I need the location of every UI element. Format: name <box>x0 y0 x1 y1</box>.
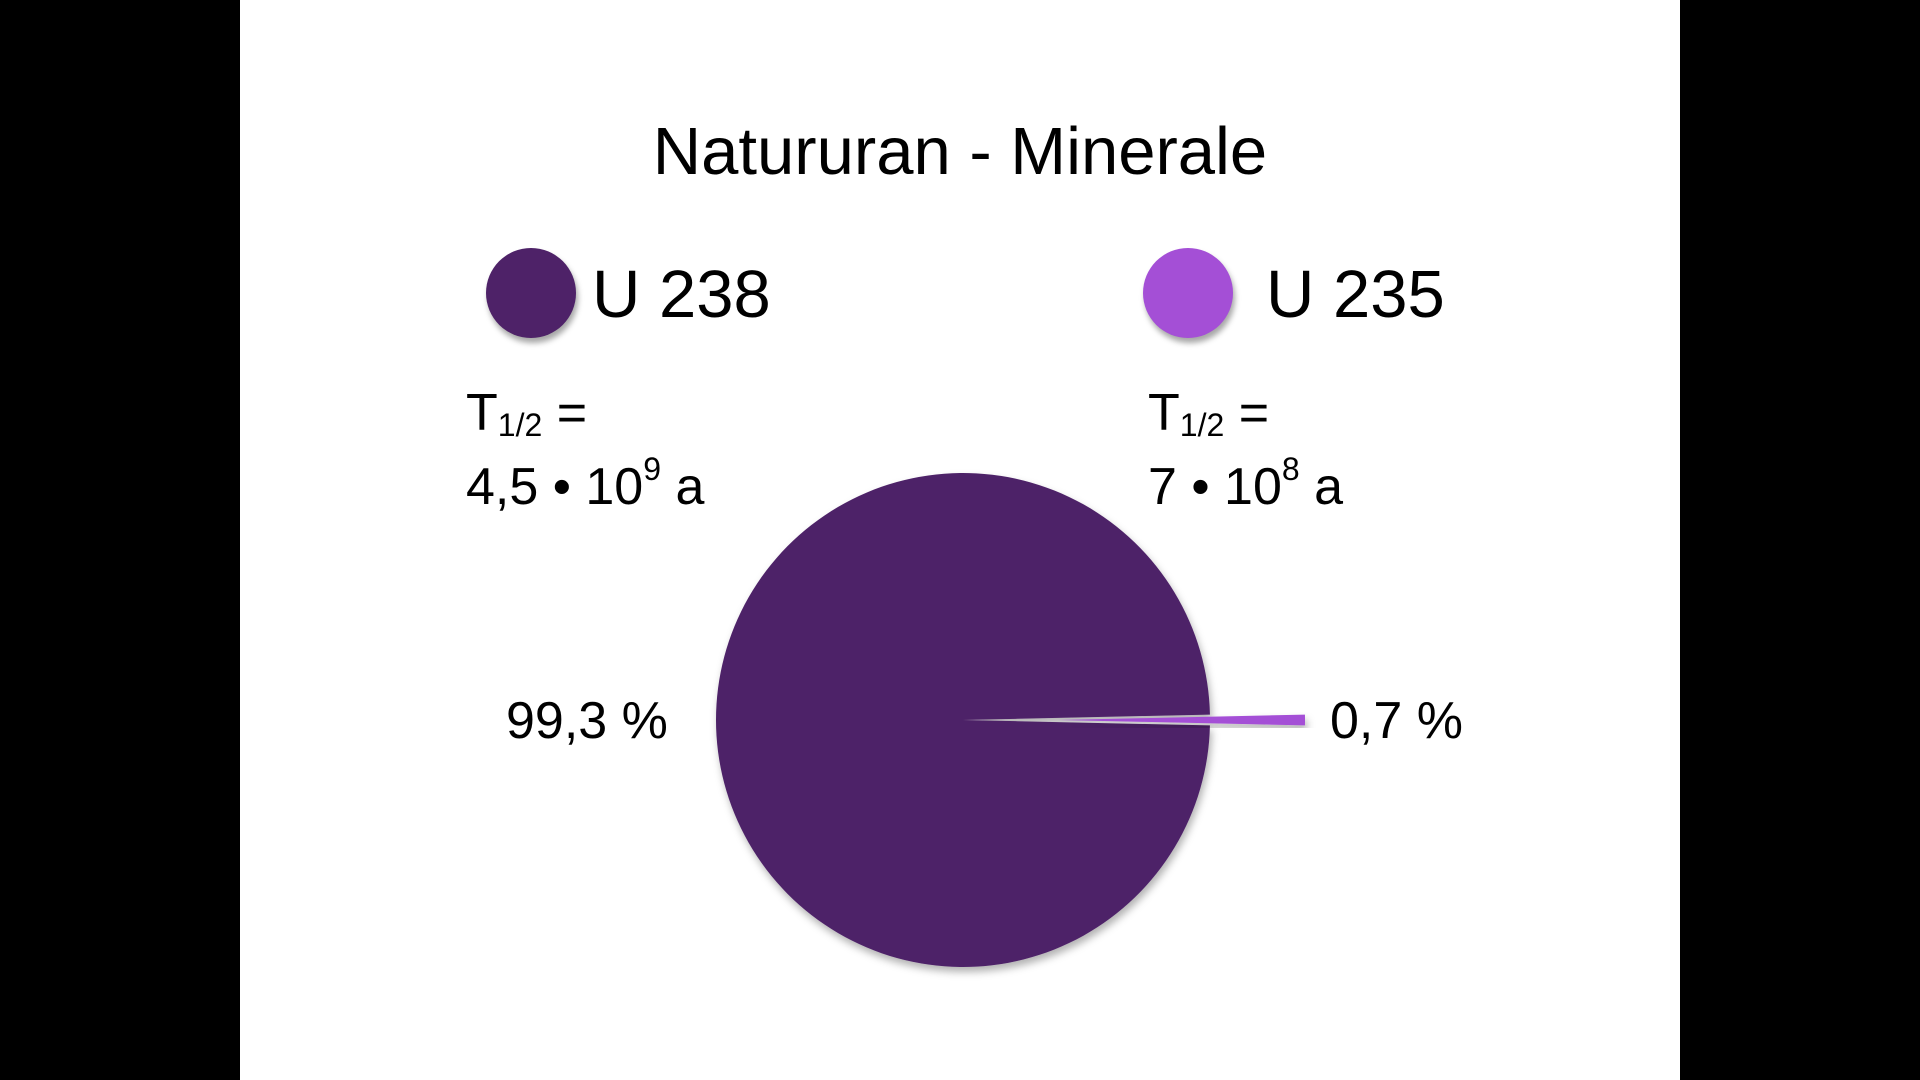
halflife-u235-line1: T1/2 = <box>1148 384 1270 443</box>
legend-swatch-u238 <box>486 248 576 338</box>
pct-label-u235: 0,7 % <box>1330 692 1463 750</box>
pie-slice-u238 <box>715 473 1210 968</box>
pct-label-u238: 99,3 % <box>506 692 668 750</box>
halflife-u235: T1/2 = 7 • 108 a <box>1148 382 1343 518</box>
pie-slice-u235 <box>1058 714 1306 726</box>
slide: Natururan - Minerale U 238 U 235 T1/2 = … <box>240 0 1680 1080</box>
legend-label-u238: U 238 <box>592 257 771 332</box>
pie-chart <box>715 473 1306 968</box>
halflife-u238: T1/2 = 4,5 • 109 a <box>466 382 704 518</box>
halflife-u235-line2: 7 • 108 a <box>1148 451 1344 516</box>
legend-swatch-u235 <box>1143 248 1233 338</box>
halflife-u238-line2: 4,5 • 109 a <box>466 451 705 516</box>
chart-title: Natururan - Minerale <box>652 114 1268 189</box>
legend-label-u235: U 235 <box>1266 257 1445 332</box>
halflife-u238-line1: T1/2 = <box>466 384 588 443</box>
